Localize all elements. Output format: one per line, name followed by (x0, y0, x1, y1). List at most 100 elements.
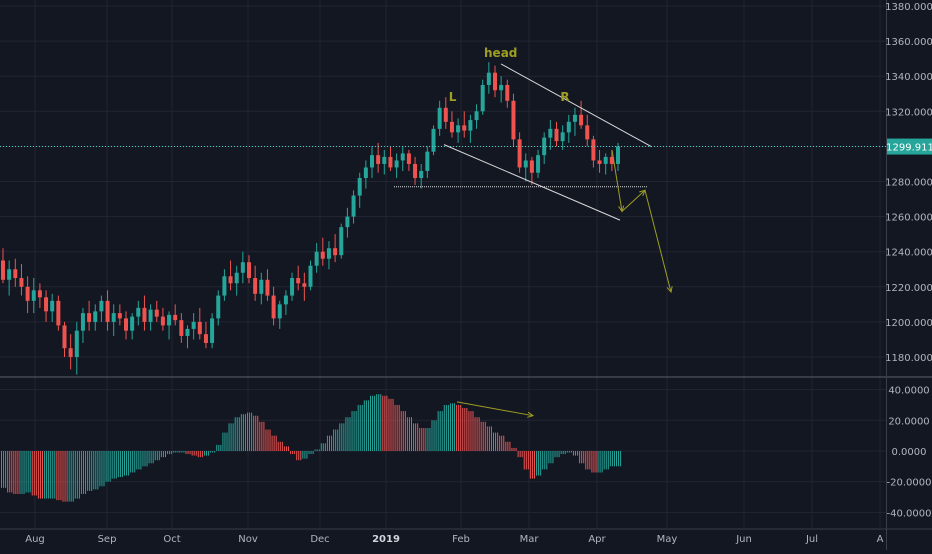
candle (326, 241, 331, 270)
candle-body (591, 139, 596, 161)
oscillator-bar (29, 451, 31, 493)
oscillator-bar (490, 426, 492, 451)
oscillator-bar (83, 451, 84, 494)
candle (603, 153, 608, 175)
oscillator-bar (417, 423, 419, 451)
oscillator-bar (546, 451, 548, 470)
candle-body (548, 128, 553, 138)
candle (425, 146, 430, 178)
oscillator-bar (449, 403, 451, 451)
oscillator-bar (259, 421, 261, 451)
candle (499, 76, 504, 103)
candle (314, 242, 319, 273)
oscillator-bar (21, 451, 23, 494)
oscillator-bar (285, 446, 287, 451)
oscillator-tick-label: 40.0000 (888, 386, 929, 397)
oscillator-bar (511, 447, 513, 451)
oscillator-bar (269, 429, 271, 451)
oscillator-bar (505, 441, 507, 451)
candle-body (290, 278, 295, 296)
annotation-label-head[interactable]: head (484, 46, 517, 60)
channel-upper-line[interactable] (500, 63, 652, 147)
candle (99, 295, 104, 322)
divergence-line[interactable] (456, 401, 534, 417)
annotation-label-l[interactable]: L (449, 90, 457, 104)
oscillator-bar (579, 451, 581, 464)
oscillator-bar (427, 427, 429, 451)
oscillator-bar (466, 408, 468, 451)
candle (1, 248, 5, 284)
candle-body (517, 139, 522, 168)
oscillator-bar (208, 451, 210, 456)
projection-arrow[interactable] (611, 149, 672, 293)
oscillator-bar (302, 451, 304, 459)
oscillator-bar (52, 451, 54, 499)
oscillator-bar (42, 451, 43, 499)
candle (431, 125, 436, 156)
oscillator-bar (529, 451, 531, 479)
oscillator-bar (394, 404, 396, 451)
candle (136, 300, 141, 326)
oscillator-bar (283, 446, 285, 451)
oscillator-bar (255, 415, 257, 451)
oscillator-bar (495, 432, 497, 451)
time-axis[interactable]: Aug Sep Oct Nov Dec 2019 Feb Mar Apr May Jun Jul A (25, 534, 883, 545)
candle-body (173, 314, 178, 321)
drawings[interactable] (394, 63, 673, 418)
time-tick-label: A (877, 534, 884, 545)
oscillator-bar (331, 435, 333, 451)
candle-body (437, 107, 442, 129)
oscillator-bar (201, 451, 203, 458)
time-tick-label: Jun (735, 534, 752, 545)
oscillator-bar (478, 417, 480, 451)
candle-body (247, 262, 251, 279)
candle (13, 258, 18, 287)
candle-body (136, 307, 141, 317)
candle (394, 153, 399, 178)
oscillator-bar (249, 412, 251, 451)
price-tick-label: 1200.000 (885, 318, 932, 329)
candle (111, 304, 116, 336)
candle (468, 114, 473, 143)
candle (572, 107, 577, 136)
oscillator-bar (310, 451, 312, 455)
oscillator-bar (37, 451, 39, 499)
oscillator-bar (527, 451, 529, 470)
oscillator-bar (345, 417, 347, 451)
candle (302, 272, 307, 301)
oscillator-bar (314, 449, 316, 451)
candle (179, 313, 184, 343)
channel-lower-line[interactable] (443, 144, 621, 221)
candle (62, 321, 67, 357)
oscillator-bar (78, 451, 80, 499)
oscillator-axis[interactable]: 40.0000 20.0000 0.0000 -20.0000 -40.0000 (887, 386, 932, 520)
oscillator-bar (257, 415, 259, 451)
candle-body (167, 314, 172, 326)
candle-body (326, 248, 331, 259)
candle (247, 255, 251, 284)
candle-body (25, 286, 30, 301)
oscillator-bar (253, 415, 255, 451)
oscillator-bar (119, 451, 121, 478)
oscillator-bar (212, 451, 214, 453)
oscillator-bar (148, 451, 150, 464)
annotation-label-r[interactable]: R (560, 90, 569, 104)
oscillator-bar (378, 394, 380, 451)
oscillator-bar (433, 420, 435, 451)
oscillator-bar (271, 435, 273, 451)
oscillator-bar (392, 398, 394, 451)
oscillator-bar (292, 451, 294, 455)
oscillator-bar (329, 435, 330, 451)
oscillator-bar (406, 417, 408, 451)
price-axis[interactable]: 1380.000 1360.000 1340.000 1320.000 1280.000… (885, 2, 932, 364)
candle-body (406, 153, 411, 164)
oscillator-bar (540, 451, 542, 476)
candle (117, 304, 122, 326)
oscillator-bar (265, 429, 267, 451)
candle (142, 295, 147, 331)
oscillator-tick-label: 20.0000 (888, 416, 929, 427)
oscillator-bar (423, 427, 425, 451)
